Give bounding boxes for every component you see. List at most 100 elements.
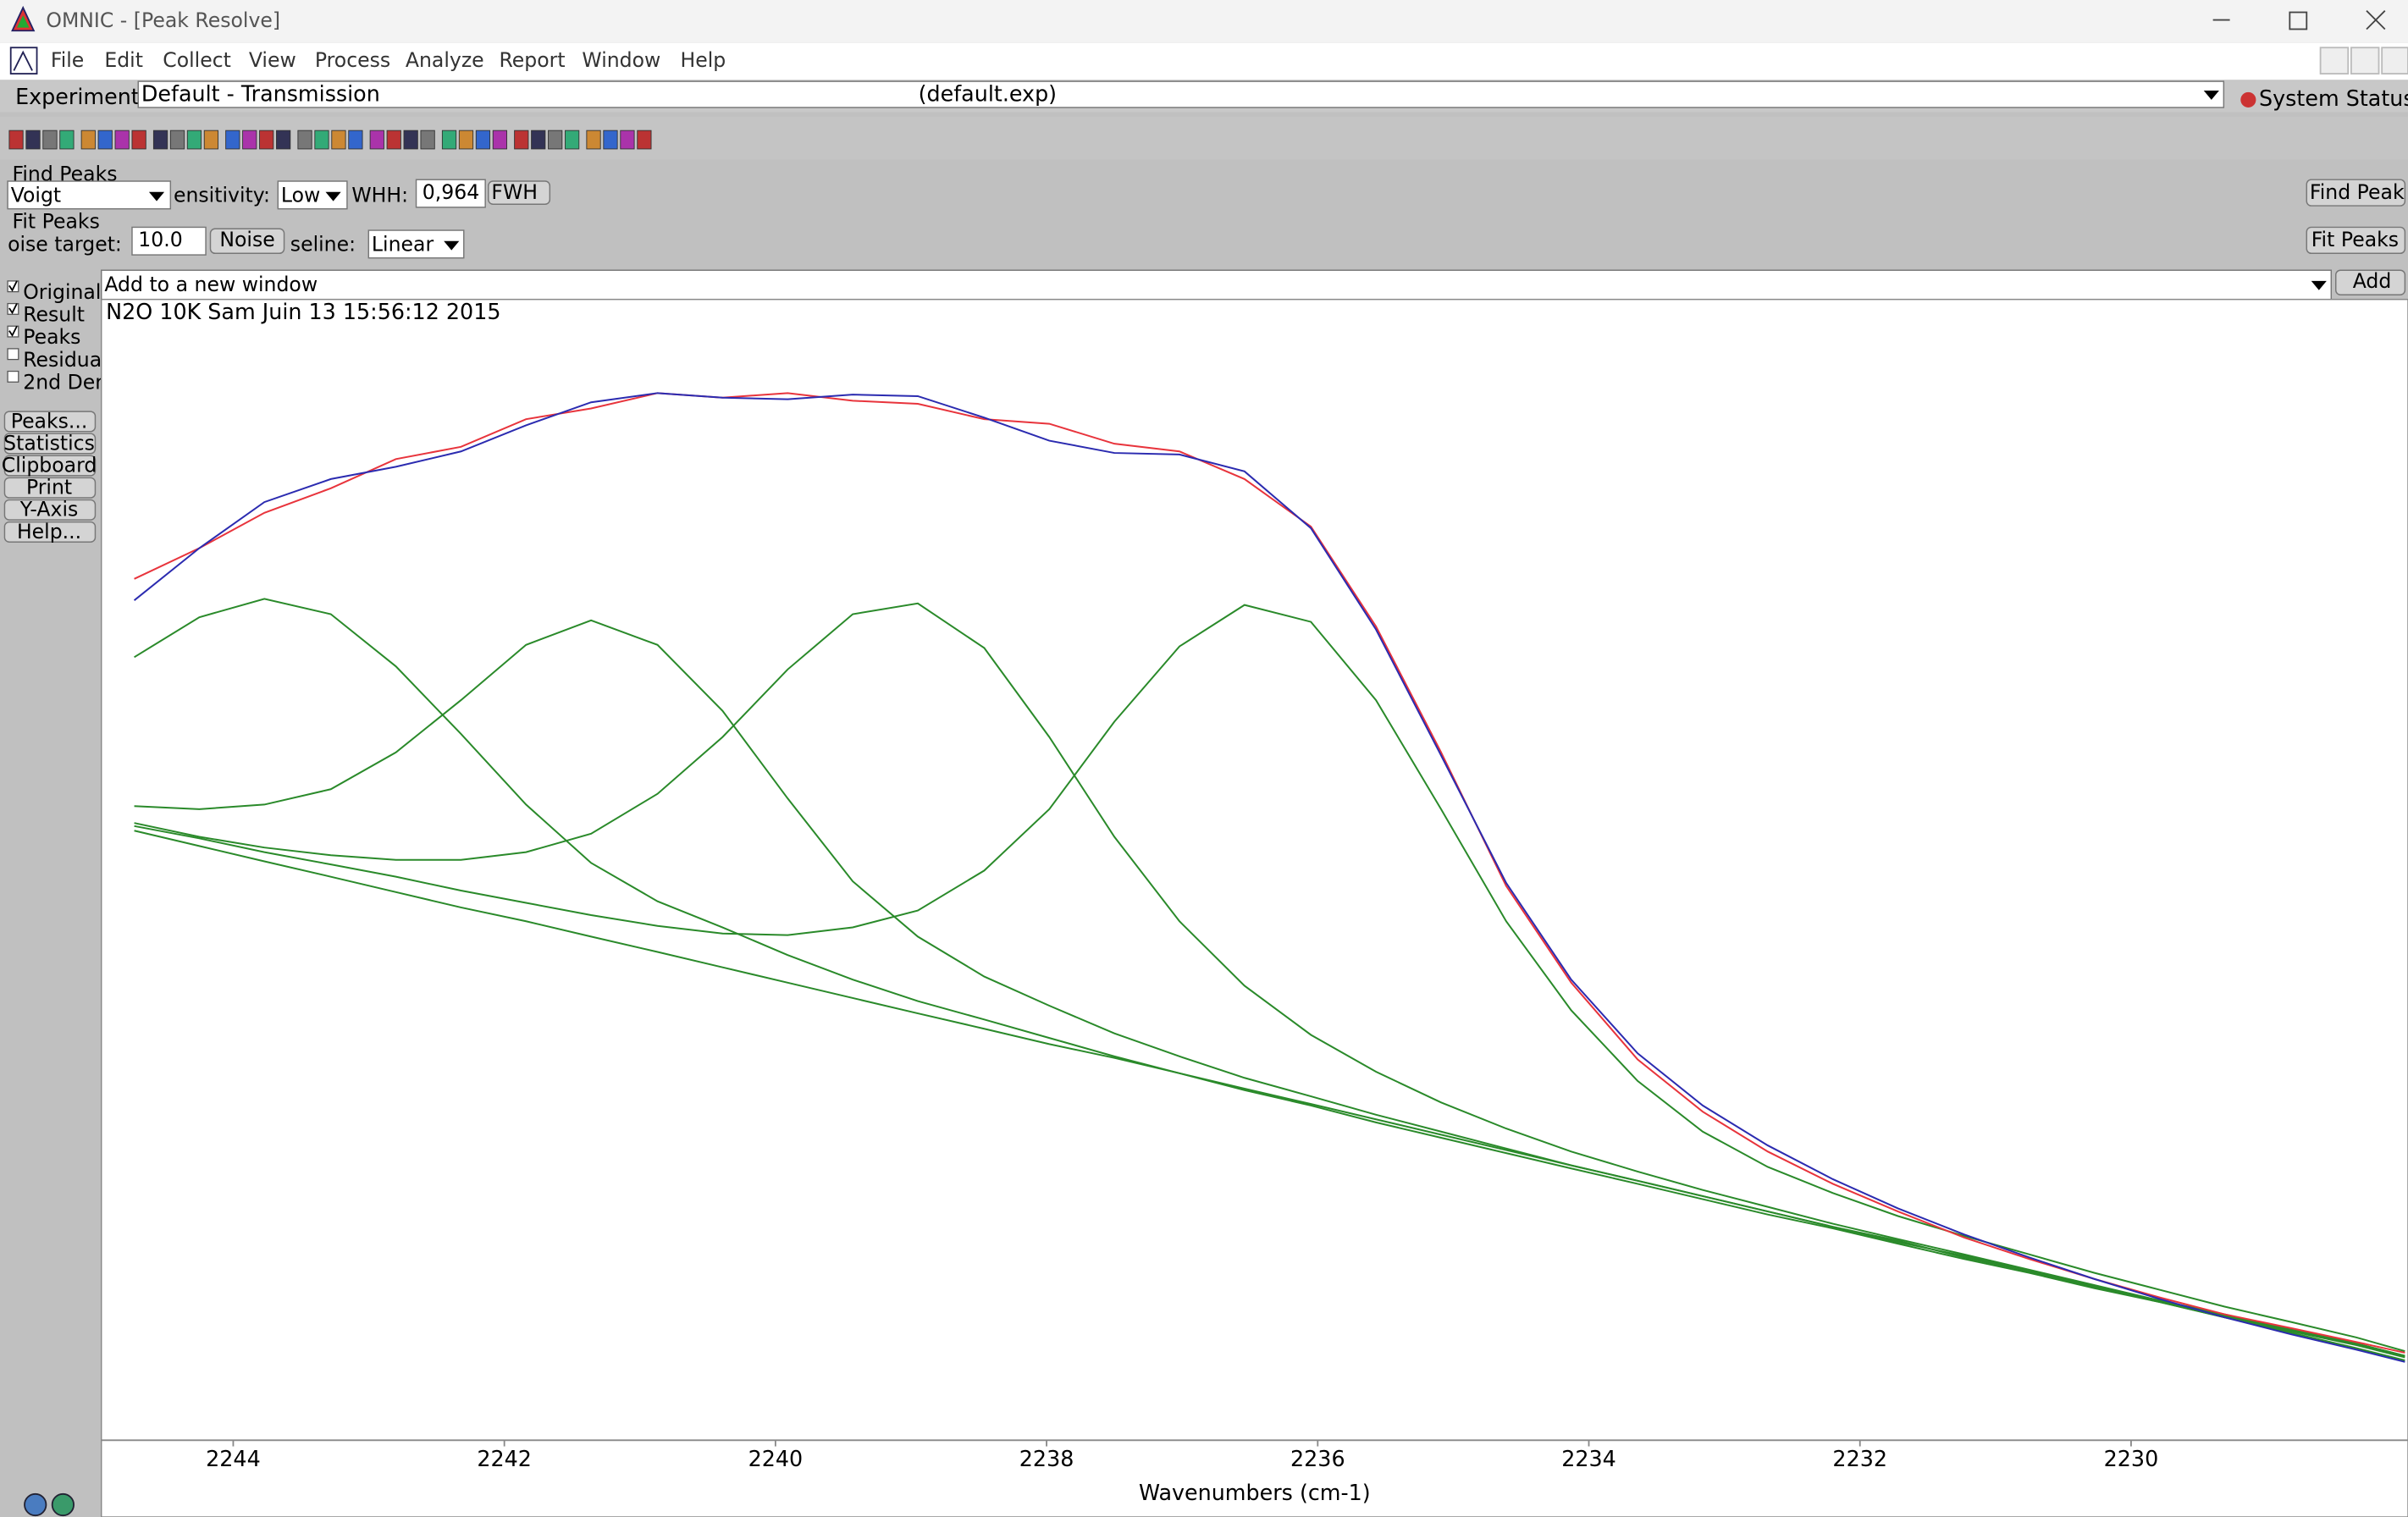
toolbar-icon[interactable] [603,130,618,150]
checkbox[interactable] [7,348,19,361]
side-button[interactable] [3,433,97,455]
fit-peaks-title: Fit Peaks [13,209,100,233]
side-button[interactable] [3,411,97,433]
toolbar-icon[interactable] [203,130,219,150]
add-button[interactable] [2335,269,2406,295]
toolbar-icon[interactable] [242,130,257,150]
side-button[interactable] [3,477,97,499]
toolbar-icon[interactable] [565,130,580,150]
spectrum-line [134,602,2405,1357]
checkbox[interactable] [7,370,19,383]
doc-icon-glyph [13,50,33,71]
mdi-minimize[interactable] [2319,47,2350,74]
menu-bar [0,42,2408,80]
menu-item[interactable]: Analyze [406,48,484,72]
experiment-label: Experiment: [15,84,146,109]
checkbox-label: Peaks [23,325,80,349]
x-tick-label: 2244 [206,1446,261,1471]
toolbar-icon[interactable] [25,130,41,150]
toolbar-icon[interactable] [637,130,652,150]
fwhh-button-label: FWH [491,180,538,204]
mdi-restore[interactable] [2350,47,2380,74]
side-button[interactable] [3,521,97,543]
toolbar-icon[interactable] [131,130,146,150]
toolbar-icon[interactable] [348,130,363,150]
toolbar-icon[interactable] [97,130,113,150]
toolbar-icon[interactable] [225,130,240,150]
output-combo[interactable] [100,269,2333,301]
menu-item[interactable]: Window [582,48,660,72]
toolbar-icon[interactable] [276,130,291,150]
side-button-label: Y-Axis [19,498,78,521]
side-button-label: Print [26,476,72,499]
close-button[interactable] [2366,10,2386,30]
toolbar-icon[interactable] [314,130,329,150]
toolbar-icon[interactable] [152,130,168,150]
noise-label: oise target: [8,233,122,257]
toolbar-icon[interactable] [8,130,24,150]
noise-input[interactable] [131,226,207,256]
spectrum-title: N2O 10K Sam Juin 13 15:56:12 2015 [106,299,500,324]
menu-item[interactable]: Help [681,48,726,72]
menu-item[interactable]: File [51,48,84,72]
x-tick-label: 2236 [1290,1446,1345,1471]
x-tick-label: 2240 [748,1446,804,1471]
toolbar-icon[interactable] [586,130,601,150]
side-button-label: Statistics [3,431,95,455]
menu-item[interactable]: Report [499,48,565,72]
fit-peaks-label: Fit Peaks [2311,228,2399,251]
checkbox-label: 2nd Der [23,371,103,394]
toolbar-icon[interactable] [297,130,312,150]
toolbar-icon[interactable] [475,130,491,150]
toolbar-icon[interactable] [548,130,563,150]
fit-peaks-button[interactable] [2306,226,2406,254]
experiment-combo[interactable] [137,80,2225,108]
checkbox-label: Result [23,303,85,327]
mdi-close[interactable] [2381,47,2408,74]
toolbar-icon[interactable] [369,130,384,150]
toolbar-icon[interactable] [114,130,130,150]
toolbar-icon[interactable] [186,130,202,150]
sensitivity-combo[interactable] [277,180,348,210]
toolbar-icon[interactable] [420,130,435,150]
system-status[interactable]: System Status [2259,86,2408,111]
toolbar-icon[interactable] [514,130,529,150]
menu-item[interactable]: Collect [163,48,231,72]
find-peak-button[interactable] [2306,179,2406,207]
toolbar-icon[interactable] [492,130,508,150]
side-button-label: Help... [17,520,81,543]
toolbar-icon[interactable] [458,130,474,150]
spectrum-line [134,392,2405,1354]
toolbar-icon[interactable] [386,130,401,150]
spectrum-line [133,392,2405,1363]
fwhh-input[interactable] [415,179,486,208]
noise-button[interactable] [209,228,285,254]
toolbar-icon[interactable] [169,130,185,150]
check-mark [8,303,18,315]
toolbar-icon[interactable] [42,130,58,150]
toolbar-icon[interactable] [80,130,96,150]
toolbar-icon[interactable] [59,130,75,150]
toolbar-icon[interactable] [331,130,346,150]
toolbar-icon[interactable] [403,130,418,150]
toolbar-icon[interactable] [259,130,274,150]
toolbar-icon[interactable] [441,130,457,150]
dropdown-arrow [325,191,341,201]
dropdown-arrow [2311,280,2327,290]
toolbar-icon[interactable] [620,130,635,150]
menu-item[interactable]: Process [315,48,390,72]
plot-area [100,298,2408,1517]
baseline-label: seline: [290,233,356,257]
function-combo[interactable] [7,180,172,210]
x-tick-label: 2230 [2104,1446,2159,1471]
fwhh-button[interactable] [488,180,551,205]
side-button[interactable] [3,499,97,521]
menu-item[interactable]: Edit [104,48,143,72]
output-value: Add to a new window [104,273,318,296]
side-button[interactable] [3,455,97,477]
menu-item[interactable]: View [249,48,296,72]
toolbar-icon[interactable] [531,130,546,150]
maximize-button[interactable] [2289,11,2308,30]
